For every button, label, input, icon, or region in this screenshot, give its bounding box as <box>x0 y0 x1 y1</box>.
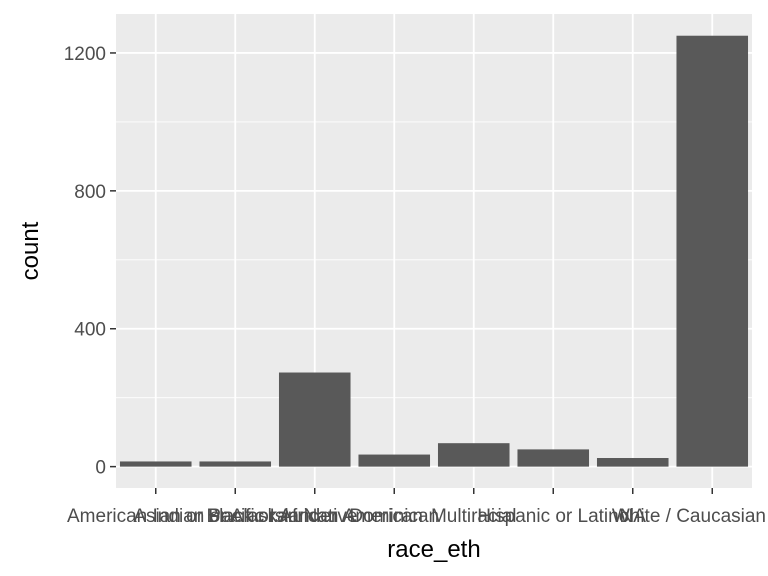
x-tick-label: Black or African American <box>207 506 423 527</box>
y-tick-label: 0 <box>95 458 106 479</box>
y-tick-label: 400 <box>74 320 106 341</box>
y-axis-title: count <box>17 221 44 280</box>
x-tick-label: American Indian or Alaskan Native <box>67 506 357 527</box>
bar <box>596 458 669 467</box>
bar <box>119 461 192 467</box>
x-tick-label: Dominican <box>349 506 439 527</box>
minor-gridlines <box>116 121 752 399</box>
bar <box>358 454 431 467</box>
y-axis: 0 400 800 1200 <box>64 44 116 479</box>
y-tick-label: 1200 <box>64 44 106 65</box>
bar <box>278 372 351 467</box>
major-gridlines <box>116 14 752 488</box>
x-tick-label: Multiracial <box>431 506 517 527</box>
x-tick-label: NA <box>620 506 647 527</box>
bar <box>517 449 590 467</box>
bar <box>676 35 749 467</box>
x-tick-label: Asian or Pacific Islander <box>133 506 337 527</box>
x-tick-label: White / Caucasian <box>612 506 766 527</box>
bar <box>199 461 272 467</box>
bar <box>437 443 510 467</box>
y-tick-label: 800 <box>74 182 106 203</box>
x-axis-title: race_eth <box>387 536 480 563</box>
x-tick-label: Hispanic or Latino <box>477 506 629 527</box>
bars <box>119 35 749 467</box>
plot-panel <box>116 14 752 488</box>
